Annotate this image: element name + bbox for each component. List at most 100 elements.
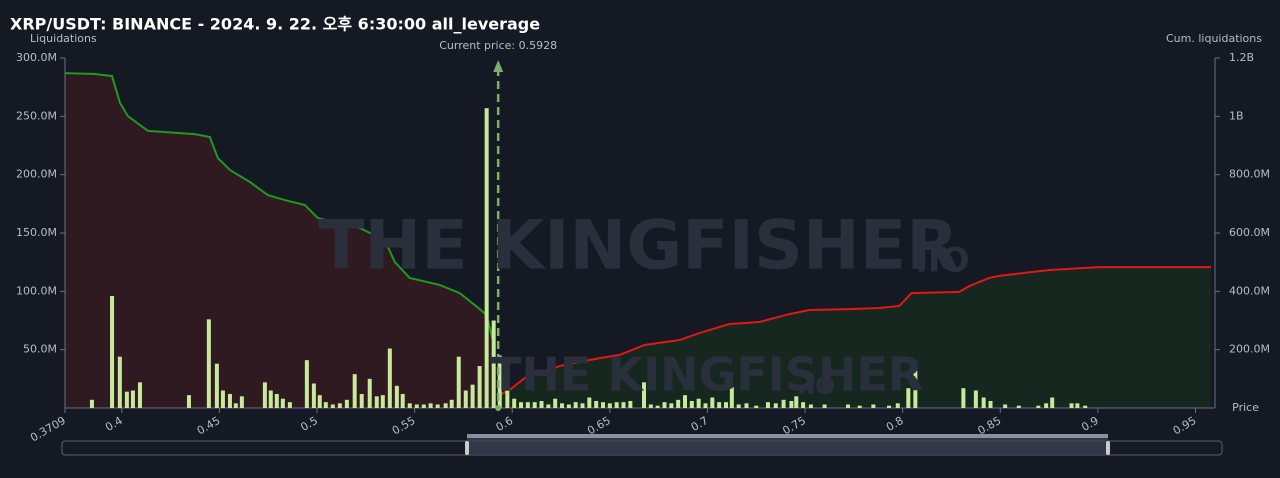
bar	[512, 398, 517, 408]
bar	[323, 402, 328, 408]
bar	[1050, 397, 1055, 408]
x-axis-label: Price	[1232, 401, 1259, 414]
bar	[428, 403, 433, 408]
bar	[580, 403, 585, 408]
navigator-selection[interactable]	[467, 436, 1108, 455]
bar	[973, 390, 978, 408]
bar	[449, 399, 454, 408]
current-price-label: Current price: 0.5928	[439, 39, 557, 52]
bar	[895, 403, 900, 408]
bar	[1003, 404, 1008, 408]
bar	[227, 394, 232, 408]
bar	[587, 397, 592, 408]
bar	[857, 405, 862, 408]
bar	[394, 385, 399, 408]
cumulative-line	[499, 266, 1212, 396]
bar	[311, 383, 316, 408]
y2-tick-label: 600.0M	[1229, 226, 1270, 239]
y2-tick-label: 400.0M	[1229, 284, 1270, 297]
bar	[765, 402, 770, 408]
plot-area: 50.0M 100.0M 150.0M 200.0M 250.0M 300.0M 200.0…	[16, 39, 1270, 444]
bar	[367, 378, 372, 408]
chart-title: XRP/USDT: BINANCE - 2024. 9. 22. 오후 6:30…	[10, 15, 540, 34]
bar	[280, 398, 285, 408]
bar	[1044, 403, 1049, 408]
bar	[1069, 403, 1074, 408]
bar	[913, 370, 918, 408]
bar	[414, 404, 419, 408]
bar	[729, 387, 734, 408]
navigator-handle[interactable]	[1106, 441, 1110, 455]
bar	[1036, 405, 1041, 408]
bar	[317, 395, 322, 408]
bar	[400, 394, 405, 408]
y2-tick-label: 800.0M	[1229, 168, 1270, 181]
navigator-handle[interactable]	[465, 441, 469, 455]
y2-axis-label: Cum. liquidations	[1166, 32, 1262, 45]
bar	[344, 399, 349, 408]
bar	[491, 320, 496, 408]
navigator[interactable]	[61, 434, 1223, 456]
bar	[703, 403, 708, 408]
bar	[268, 390, 273, 408]
bar	[274, 394, 279, 408]
bar	[387, 348, 392, 408]
bar	[601, 402, 606, 408]
bar	[89, 399, 94, 408]
bar	[754, 405, 759, 408]
bar	[525, 402, 530, 408]
bar	[186, 395, 191, 408]
area-fill	[65, 73, 493, 409]
bar	[546, 404, 551, 408]
bar	[744, 403, 749, 408]
bar	[359, 394, 364, 408]
bar	[352, 374, 357, 408]
bar	[421, 404, 426, 408]
bar	[710, 397, 715, 408]
bar	[470, 384, 475, 408]
bar	[407, 403, 412, 408]
bar	[539, 401, 544, 408]
watermark: THE KINGFISHER .IO THE KINGFISHER .IO	[318, 207, 969, 402]
bar	[497, 355, 502, 408]
bar	[304, 360, 309, 408]
bar	[1083, 405, 1088, 408]
bar	[233, 403, 238, 408]
bar	[736, 404, 741, 408]
y-axis-label: Liquidations	[30, 32, 97, 45]
bar	[532, 402, 537, 408]
bar	[871, 404, 876, 408]
watermark-text: THE KINGFISHER	[318, 207, 959, 286]
bar	[642, 382, 647, 408]
watermark-suffix: .IO	[797, 372, 835, 400]
current-price-dot	[495, 405, 502, 411]
bar	[621, 402, 626, 408]
area-fill	[499, 267, 1212, 408]
bar	[443, 403, 448, 408]
bar	[435, 404, 440, 408]
bar	[682, 395, 687, 408]
y2-tick-label: 1.2B	[1229, 51, 1254, 64]
watermark-text: THE KINGFISHER	[490, 348, 923, 402]
bar	[124, 391, 129, 408]
bar	[560, 403, 565, 408]
y-tick-label: 200.0M	[16, 168, 57, 181]
bar	[648, 404, 653, 408]
y-tick-label: 50.0M	[23, 343, 57, 356]
bar	[689, 401, 694, 408]
cumulative-line	[64, 72, 494, 341]
bar	[906, 388, 911, 408]
navigator-scrollbar[interactable]	[467, 434, 1108, 438]
bar	[594, 401, 599, 408]
bar	[607, 403, 612, 408]
bar	[808, 404, 813, 408]
y-tick-label: 250.0M	[16, 109, 57, 122]
current-price-arrow	[493, 60, 504, 72]
bar	[781, 399, 786, 408]
bar	[553, 398, 558, 408]
bar	[330, 404, 335, 408]
bar	[773, 403, 778, 408]
bar	[477, 366, 482, 408]
bar	[669, 403, 674, 408]
